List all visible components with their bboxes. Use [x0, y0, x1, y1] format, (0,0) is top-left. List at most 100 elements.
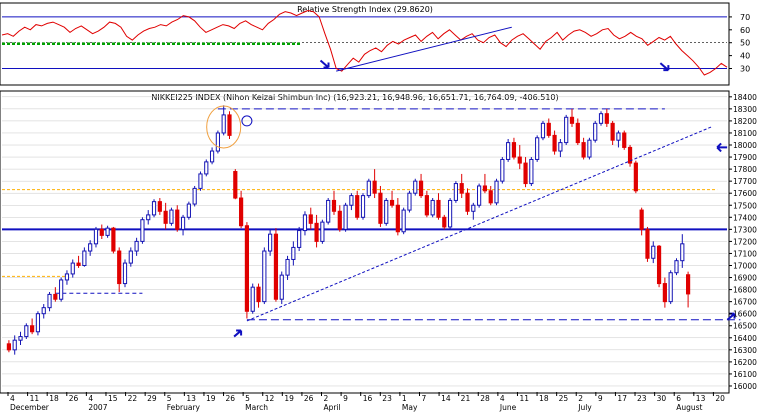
candle-body-93 [546, 122, 551, 136]
candle-body-59 [349, 195, 354, 206]
x-tick-day-14: 19 [284, 394, 294, 403]
rsi-y-tick-label-3: 40 [740, 52, 750, 61]
candle-body-49 [291, 246, 296, 260]
candle-body-63 [372, 180, 377, 194]
candle-body-28 [169, 209, 174, 224]
candle-body-68 [401, 209, 406, 233]
price-y-tick-label-13: 17100 [733, 249, 757, 258]
price-y-tick-label-15: 16900 [733, 274, 757, 283]
candle-body-58 [343, 204, 348, 230]
candle-body-114 [668, 272, 673, 303]
price-y-tick-label-18: 16600 [733, 310, 757, 319]
candle-body-60 [355, 195, 360, 218]
rsi-y-axis: 70 60 50 40 30 [729, 13, 750, 74]
candle-body-22 [134, 240, 139, 252]
candle-body-64 [378, 192, 383, 224]
candle-body-45 [268, 233, 273, 252]
price-y-tick-label-17: 16700 [733, 298, 757, 307]
rsi-arrow-marker-1 [319, 59, 330, 69]
price-annotations [206, 105, 736, 338]
rsi-reference-lines [2, 16, 727, 70]
price-arrow-3 [233, 329, 243, 338]
x-tick-day-17: 9 [343, 394, 348, 403]
candle-body-74 [436, 199, 441, 218]
candle-body-41 [244, 225, 250, 312]
candle-body-115 [674, 260, 679, 274]
price-frame [0, 90, 730, 394]
candle-body-55 [326, 199, 331, 223]
x-tick-day-8: 5 [167, 394, 172, 403]
x-tick-month-25: June [499, 403, 517, 412]
candle-body-81 [477, 185, 482, 206]
candle-body-51 [302, 214, 308, 232]
candle-body-75 [442, 216, 447, 228]
x-tick-month-12: March [245, 403, 268, 412]
candle-body-6 [41, 307, 46, 315]
price-panel: NIKKEI225 INDEX (Nihon Keizai Shimbun In… [0, 90, 757, 412]
candle-body-26 [157, 201, 162, 212]
candle-body-106 [622, 132, 627, 148]
x-tick-day-35: 13 [696, 394, 706, 403]
candle-body-111 [651, 245, 656, 259]
x-tick-day-24: 28 [480, 394, 490, 403]
candle-body-97 [569, 116, 575, 124]
x-tick-day-11: 26 [226, 394, 236, 403]
candle-body-36 [215, 132, 220, 152]
candle-body-4 [30, 325, 35, 333]
x-tick-day-12: 5 [245, 394, 250, 403]
rsi-trendline [336, 26, 512, 72]
candle-body-11 [70, 262, 75, 275]
x-tick-day-6: 22 [128, 394, 138, 403]
candle-body-9 [59, 279, 64, 300]
candle-body-47 [279, 274, 284, 300]
x-tick-month-16: April [324, 403, 341, 412]
price-y-tick-label-11: 17300 [733, 225, 757, 234]
candle-body-21 [128, 250, 133, 264]
x-tick-day-18: 16 [363, 394, 373, 403]
candle-body-91 [535, 137, 540, 160]
x-tick-day-26: 11 [519, 394, 529, 403]
price-y-tick-label-1: 18300 [733, 105, 757, 114]
x-tick-day-21: 7 [421, 394, 426, 403]
rsi-y-tick-label-1: 60 [740, 26, 750, 35]
x-tick-day-36: 20 [715, 394, 725, 403]
price-y-tick-label-19: 16500 [733, 322, 757, 331]
candle-body-15 [93, 228, 99, 245]
candle-body-94 [552, 134, 557, 152]
x-tick-month-0: December [10, 403, 50, 412]
candle-body-69 [407, 192, 412, 211]
price-y-tick-label-5: 17900 [733, 153, 757, 162]
rsi-y-tick-label-0: 70 [740, 13, 750, 22]
candle-body-116 [680, 243, 685, 262]
price-y-tick-label-8: 17600 [733, 189, 757, 198]
x-tick-day-25: 4 [500, 394, 505, 403]
x-tick-month-20: May [402, 403, 418, 412]
candle-body-0 [6, 343, 11, 351]
price-y-tick-label-20: 16400 [733, 334, 757, 343]
price-y-tick-label-16: 16800 [733, 286, 757, 295]
price-y-tick-label-21: 16300 [733, 346, 757, 355]
candle-body-70 [413, 180, 418, 194]
x-tick-day-3: 26 [69, 394, 79, 403]
candle-body-27 [163, 210, 168, 224]
candle-body-87 [511, 142, 517, 158]
candle-body-29 [175, 209, 180, 230]
candle-body-34 [204, 161, 209, 175]
x-tick-month-4: 2007 [88, 403, 107, 412]
candle-body-110 [645, 228, 650, 259]
candle-body-50 [297, 230, 302, 248]
candle-body-103 [604, 113, 609, 124]
candle-body-7 [47, 293, 52, 309]
candle-body-117 [686, 274, 691, 295]
x-tick-day-33: 30 [657, 394, 667, 403]
candle-body-19 [117, 250, 122, 285]
price-reference-lines [2, 108, 741, 321]
candle-body-37 [221, 114, 226, 134]
x-tick-month-34: August [676, 403, 702, 412]
x-tick-day-9: 13 [186, 394, 196, 403]
candle-body-98 [575, 122, 580, 144]
candle-body-112 [656, 245, 662, 285]
candle-body-46 [273, 233, 279, 300]
candle-body-8 [53, 293, 58, 300]
rsi-arrow-marker-2 [659, 62, 670, 72]
